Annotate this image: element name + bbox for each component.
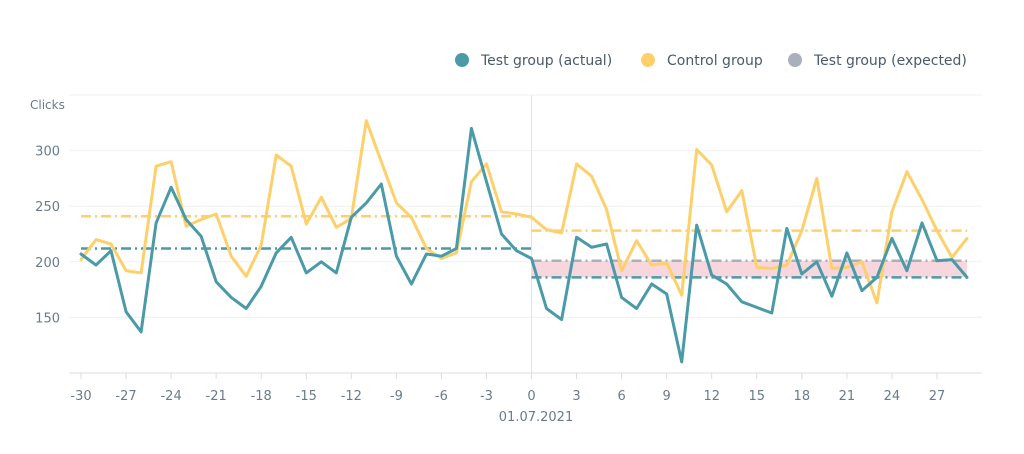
x-tick-label: 15 — [749, 389, 766, 404]
legend-label-control: Control group — [667, 53, 763, 69]
y-tick-label: 150 — [35, 311, 60, 326]
x-tick-label: -27 — [115, 389, 136, 404]
x-tick-label: 9 — [663, 389, 671, 404]
y-tick-label: 250 — [35, 200, 60, 215]
x-tick-label: 12 — [703, 389, 720, 404]
legend-marker-control — [641, 53, 655, 67]
y-axis-title: Clicks — [30, 98, 65, 112]
x-tick-label: 3 — [572, 389, 580, 404]
x-tick-label: -15 — [296, 389, 317, 404]
legend-marker-expected — [788, 53, 802, 67]
legend-label-expected: Test group (expected) — [813, 53, 967, 69]
series-line-control — [79, 119, 969, 305]
x-tick-label: -12 — [341, 389, 362, 404]
y-tick-label: 200 — [35, 256, 60, 271]
legend-item-control[interactable]: Control group — [641, 53, 763, 69]
effect-gap-band — [531, 260, 968, 278]
x-tick-label: -6 — [435, 389, 448, 404]
legend-item-actual[interactable]: Test group (actual) — [455, 53, 612, 69]
legend-item-expected[interactable]: Test group (expected) — [788, 53, 967, 69]
series-line-actual — [79, 126, 969, 364]
legend-marker-actual — [455, 53, 469, 67]
x-tick-label: 18 — [794, 389, 811, 404]
x-tick-label: -30 — [70, 389, 91, 404]
x-tick-label: 21 — [839, 389, 856, 404]
x-tick-label: -9 — [390, 389, 403, 404]
x-tick-label: 6 — [617, 389, 625, 404]
intervention-date-label: 01.07.2021 — [499, 410, 573, 425]
x-tick-label: -24 — [160, 389, 181, 404]
x-tick-label: -21 — [206, 389, 227, 404]
x-tick-label: -18 — [251, 389, 272, 404]
x-tick-label: -3 — [480, 389, 493, 404]
legend: Test group (actual) Control group Test g… — [455, 53, 967, 69]
legend-label-actual: Test group (actual) — [480, 53, 612, 69]
x-tick-label: 0 — [527, 389, 535, 404]
x-tick-label: 24 — [884, 389, 901, 404]
y-tick-label: 300 — [35, 145, 60, 160]
x-tick-label: 27 — [929, 389, 946, 404]
